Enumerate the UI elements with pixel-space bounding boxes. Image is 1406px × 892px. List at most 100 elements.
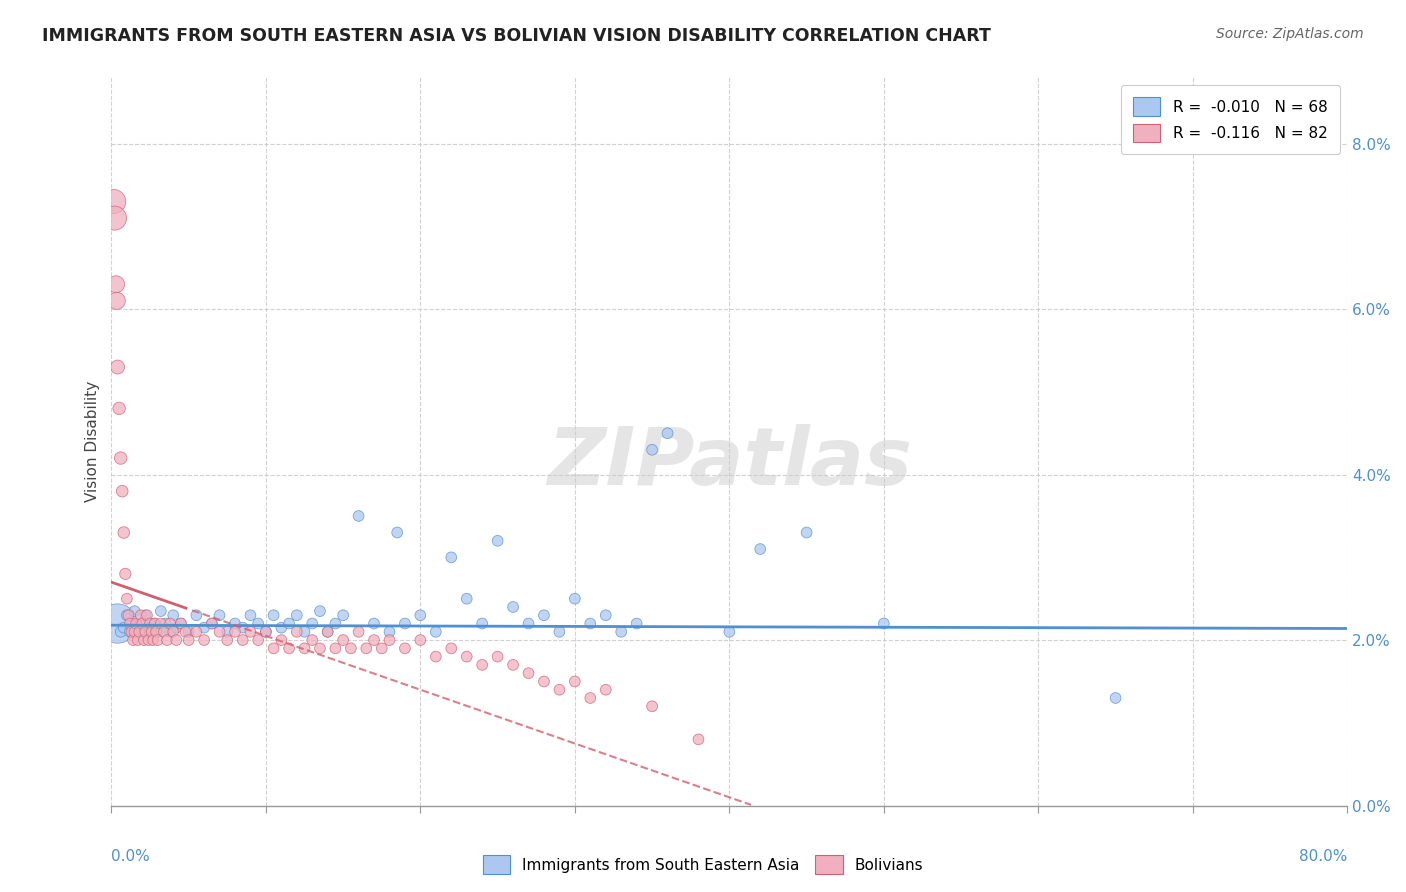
Point	[409, 633, 432, 648]
Point	[363, 633, 385, 648]
Point	[502, 657, 524, 672]
Point	[394, 641, 416, 656]
Point	[548, 682, 571, 697]
Point	[796, 525, 818, 540]
Point	[873, 616, 896, 631]
Point	[193, 621, 215, 635]
Point	[131, 616, 153, 631]
Point	[641, 442, 664, 457]
Legend: R =  -0.010   N = 68, R =  -0.116   N = 82: R = -0.010 N = 68, R = -0.116 N = 82	[1121, 85, 1340, 154]
Point	[425, 649, 447, 664]
Point	[285, 624, 308, 639]
Point	[139, 616, 162, 631]
Legend: Immigrants from South Eastern Asia, Bolivians: Immigrants from South Eastern Asia, Boli…	[477, 849, 929, 880]
Point	[107, 359, 129, 374]
Point	[285, 608, 308, 623]
Point	[149, 604, 172, 618]
Point	[110, 624, 132, 639]
Point	[564, 674, 586, 689]
Point	[138, 633, 160, 648]
Point	[316, 624, 339, 639]
Point	[247, 633, 270, 648]
Point	[112, 525, 135, 540]
Point	[143, 616, 166, 631]
Point	[110, 451, 132, 466]
Point	[124, 604, 146, 618]
Point	[309, 641, 332, 656]
Point	[456, 591, 478, 606]
Point	[131, 624, 153, 639]
Point	[626, 616, 648, 631]
Point	[134, 608, 156, 623]
Point	[125, 616, 148, 631]
Point	[217, 624, 239, 639]
Point	[347, 624, 370, 639]
Point	[239, 624, 262, 639]
Point	[112, 621, 135, 635]
Point	[247, 616, 270, 631]
Point	[143, 616, 166, 631]
Point	[105, 293, 128, 308]
Point	[114, 566, 136, 581]
Point	[254, 624, 277, 639]
Point	[595, 608, 617, 623]
Point	[486, 533, 509, 548]
Point	[118, 616, 141, 631]
Point	[409, 608, 432, 623]
Point	[232, 633, 254, 648]
Point	[103, 211, 125, 226]
Point	[162, 624, 184, 639]
Point	[294, 624, 316, 639]
Point	[278, 641, 301, 656]
Point	[517, 666, 540, 681]
Point	[548, 624, 571, 639]
Point	[316, 624, 339, 639]
Point	[456, 649, 478, 664]
Point	[208, 608, 231, 623]
Point	[517, 616, 540, 631]
Point	[115, 608, 138, 623]
Point	[610, 624, 633, 639]
Point	[132, 633, 155, 648]
Point	[394, 616, 416, 631]
Point	[149, 616, 172, 631]
Point	[142, 633, 165, 648]
Point	[117, 608, 139, 623]
Point	[239, 608, 262, 623]
Point	[170, 616, 193, 631]
Point	[301, 633, 323, 648]
Point	[387, 525, 409, 540]
Point	[378, 633, 401, 648]
Point	[122, 633, 145, 648]
Point	[141, 624, 163, 639]
Point	[641, 699, 664, 714]
Point	[186, 608, 208, 623]
Point	[657, 426, 679, 441]
Point	[325, 616, 347, 631]
Point	[201, 616, 224, 631]
Point	[217, 633, 239, 648]
Point	[118, 624, 141, 639]
Point	[208, 624, 231, 639]
Point	[128, 624, 150, 639]
Point	[145, 624, 167, 639]
Point	[371, 641, 394, 656]
Point	[134, 624, 156, 639]
Point	[146, 624, 169, 639]
Point	[440, 641, 463, 656]
Point	[105, 277, 128, 292]
Point	[425, 624, 447, 639]
Point	[129, 608, 152, 623]
Text: ZIPatlas: ZIPatlas	[547, 425, 912, 502]
Point	[115, 591, 138, 606]
Point	[128, 616, 150, 631]
Point	[332, 633, 354, 648]
Point	[107, 616, 129, 631]
Text: Source: ZipAtlas.com: Source: ZipAtlas.com	[1216, 27, 1364, 41]
Text: IMMIGRANTS FROM SOUTH EASTERN ASIA VS BOLIVIAN VISION DISABILITY CORRELATION CHA: IMMIGRANTS FROM SOUTH EASTERN ASIA VS BO…	[42, 27, 991, 45]
Y-axis label: Vision Disability: Vision Disability	[86, 381, 100, 502]
Point	[156, 633, 179, 648]
Point	[121, 624, 143, 639]
Point	[325, 641, 347, 656]
Point	[688, 732, 710, 747]
